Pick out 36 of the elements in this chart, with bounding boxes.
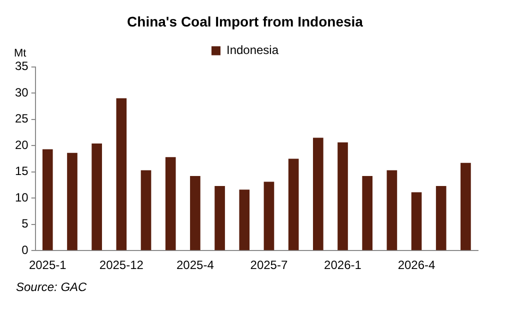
bar <box>386 170 398 250</box>
x-tick-label: 2025-4 <box>176 258 214 272</box>
bar <box>190 176 200 250</box>
bar <box>92 143 102 250</box>
y-tick-label: 35 <box>14 59 29 74</box>
bar <box>42 149 53 250</box>
source-note: Source: GAC <box>16 280 88 294</box>
x-tick-label: 2025-7 <box>250 258 288 272</box>
bar <box>312 138 324 250</box>
bar <box>214 186 225 250</box>
x-tick-label: 2025-1 <box>28 258 67 272</box>
x-tick-label: 2026-1 <box>324 258 362 272</box>
bar <box>338 142 348 250</box>
y-tick-label: 25 <box>14 112 29 126</box>
y-tick-label: 20 <box>14 138 29 152</box>
y-tick-label: 10 <box>14 190 29 204</box>
y-axis-title: Mt <box>14 47 26 60</box>
bar <box>67 152 78 250</box>
x-tick-label: 2025-12 <box>99 258 144 272</box>
y-tick-label: 15 <box>14 164 29 178</box>
bar <box>460 162 471 250</box>
bar <box>411 192 422 250</box>
bar <box>239 190 250 250</box>
bar <box>362 176 372 250</box>
bar <box>264 182 274 250</box>
bar <box>436 186 446 250</box>
chart-title: China's Coal Import from Indonesia <box>127 13 364 30</box>
y-tick-label: 5 <box>22 216 29 231</box>
legend-label: Indonesia <box>226 43 279 58</box>
bar <box>140 170 152 250</box>
x-tick-label: 2026-4 <box>398 258 436 272</box>
bar <box>165 157 176 250</box>
bar <box>288 158 299 250</box>
bar <box>116 98 127 250</box>
y-tick-label: 0 <box>22 242 29 257</box>
y-tick-label: 30 <box>14 85 29 100</box>
